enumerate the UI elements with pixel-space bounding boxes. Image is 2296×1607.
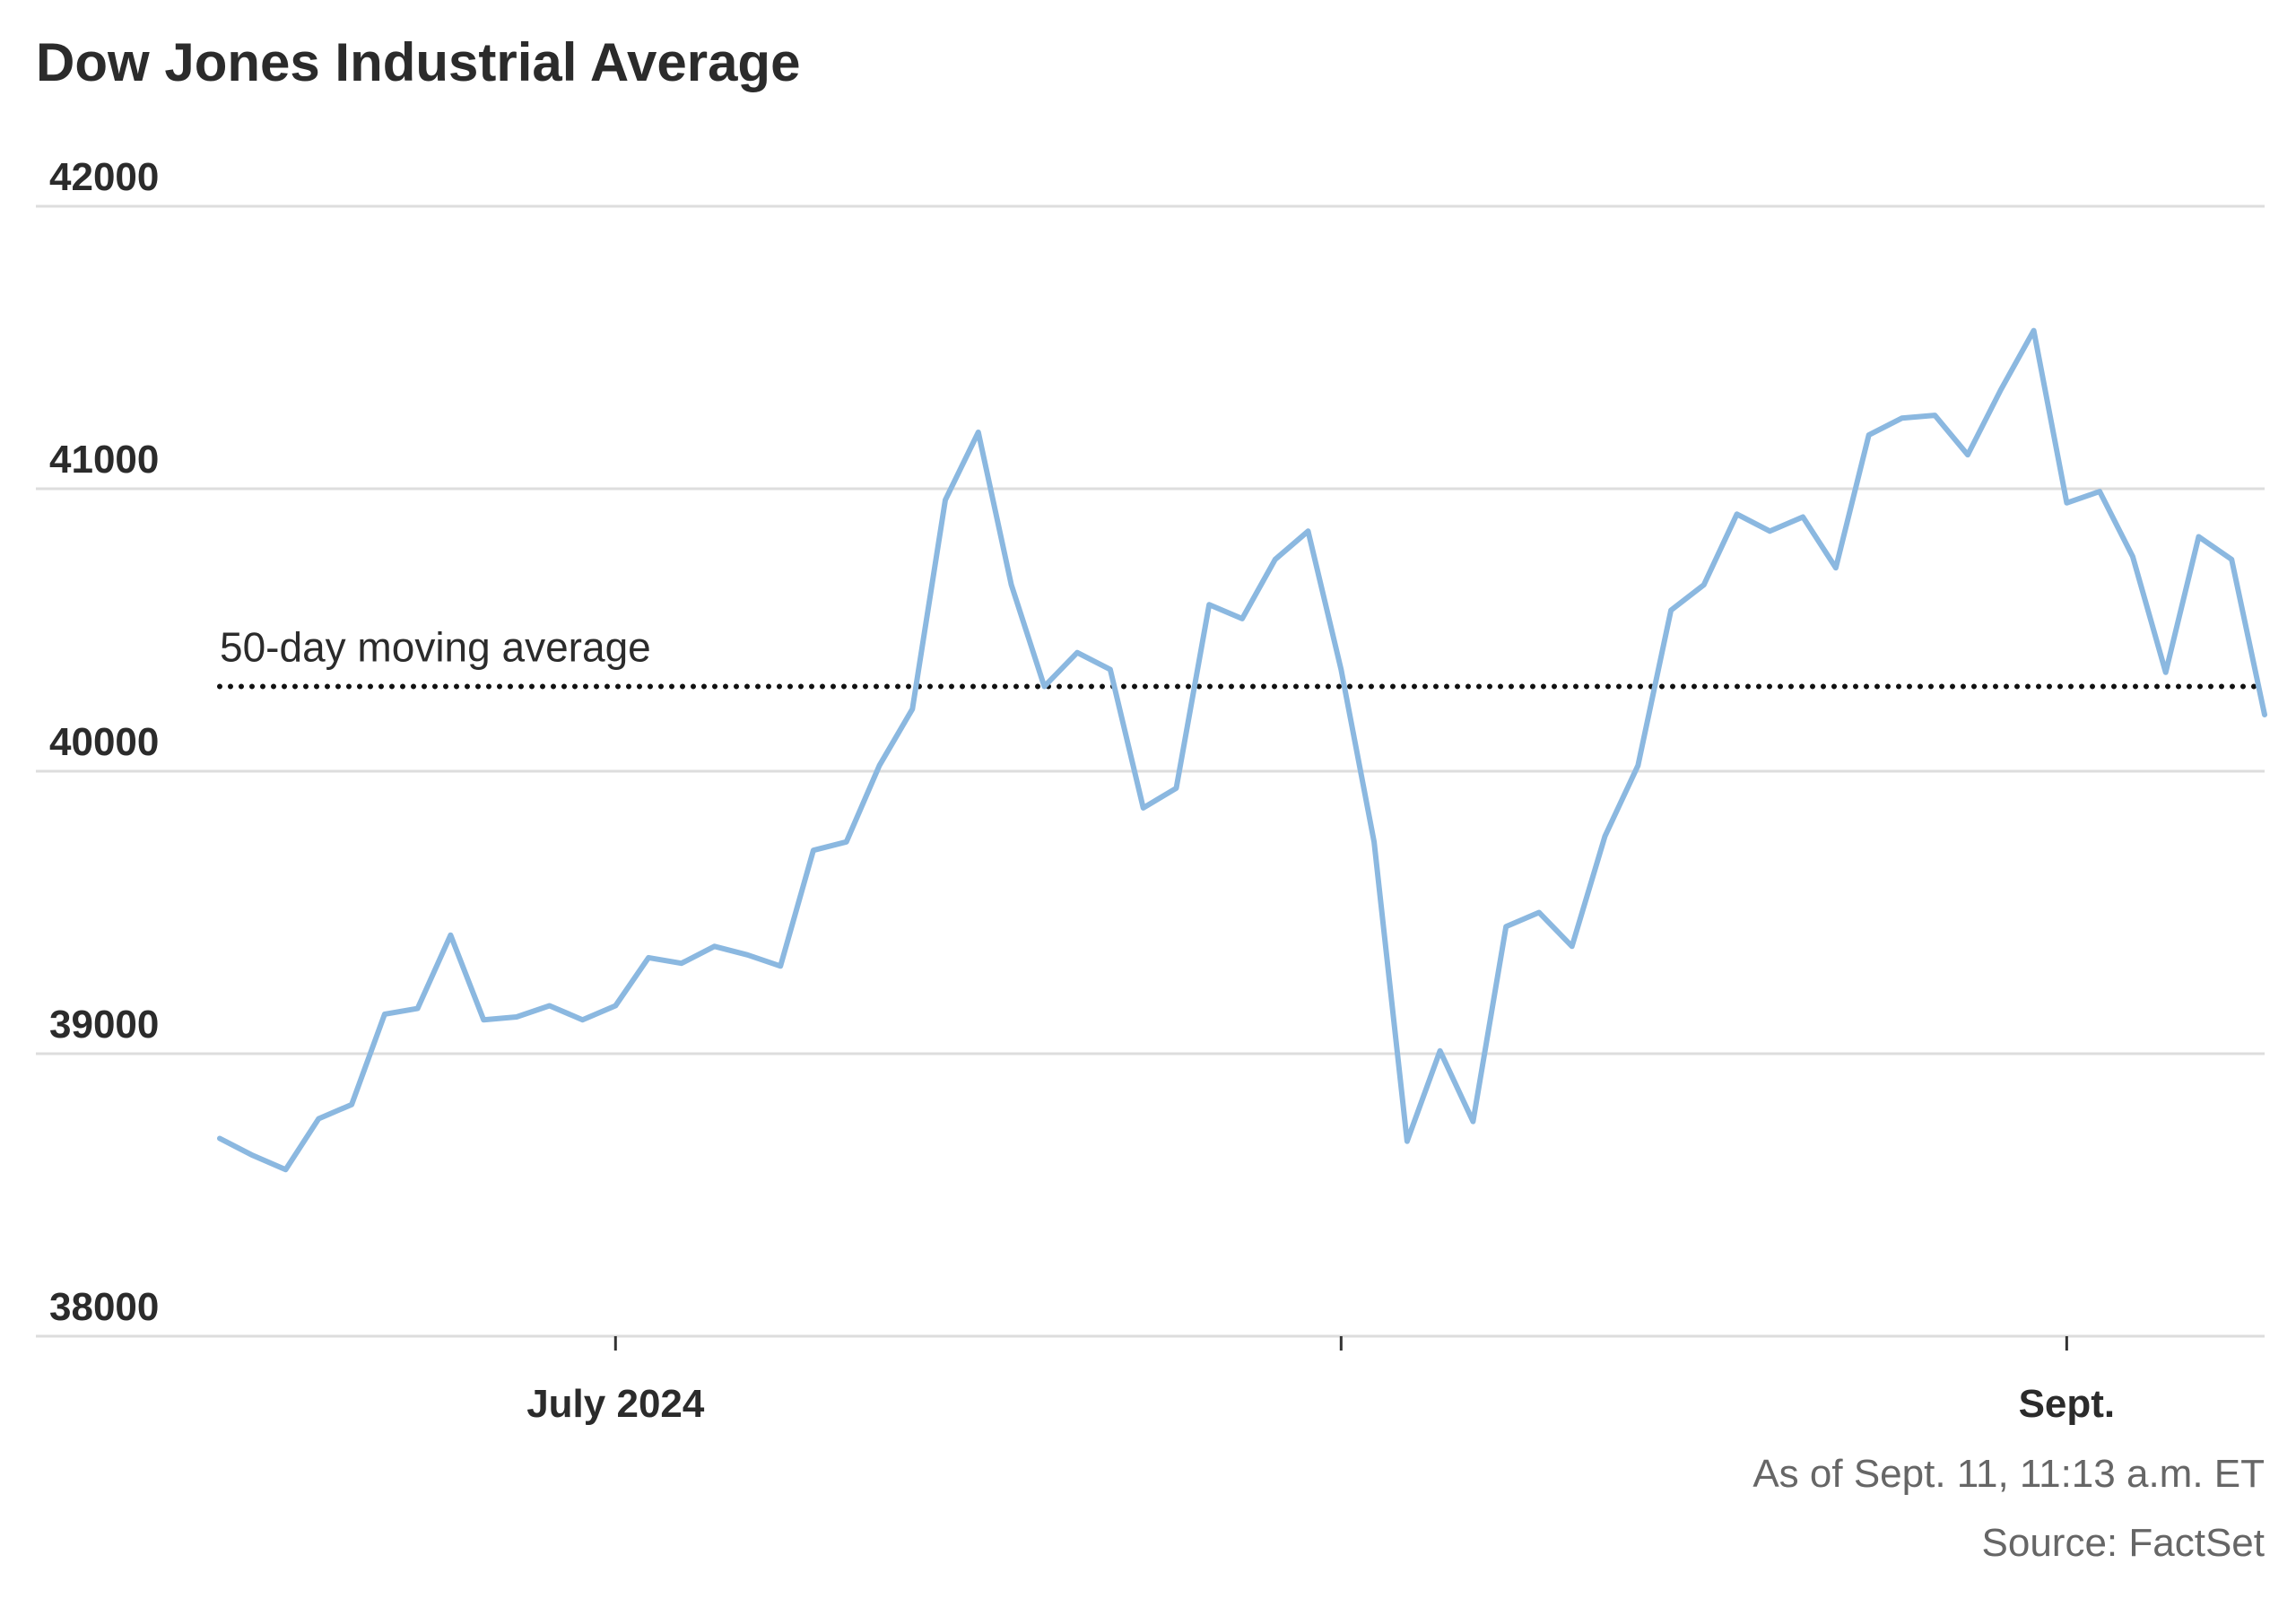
y-tick-label: 39000 [49, 1003, 159, 1047]
moving-average-group: 50-day moving average [217, 624, 2267, 690]
y-axis-tick-labels: 42000 41000 40000 39000 38000 [49, 155, 159, 1329]
source-note: Source: FactSet [1982, 1521, 2265, 1565]
y-tick-label: 42000 [49, 155, 159, 199]
y-tick-label: 41000 [49, 438, 159, 482]
x-tick-label: July 2024 [526, 1382, 705, 1426]
as-of-note: As of Sept. 11, 11:13 a.m. ET [1752, 1452, 2265, 1496]
x-tick-label: Sept. [2019, 1382, 2116, 1426]
grid-lines [36, 204, 2265, 1338]
x-axis: July 2024 Sept. [526, 1336, 2115, 1426]
dow-jones-series-line [217, 327, 2267, 1173]
y-tick-label: 38000 [49, 1285, 159, 1329]
moving-average-label: 50-day moving average [220, 624, 651, 671]
series-group [217, 327, 2267, 1173]
chart-title: Dow Jones Industrial Average [36, 32, 800, 92]
y-tick-label: 40000 [49, 720, 159, 764]
